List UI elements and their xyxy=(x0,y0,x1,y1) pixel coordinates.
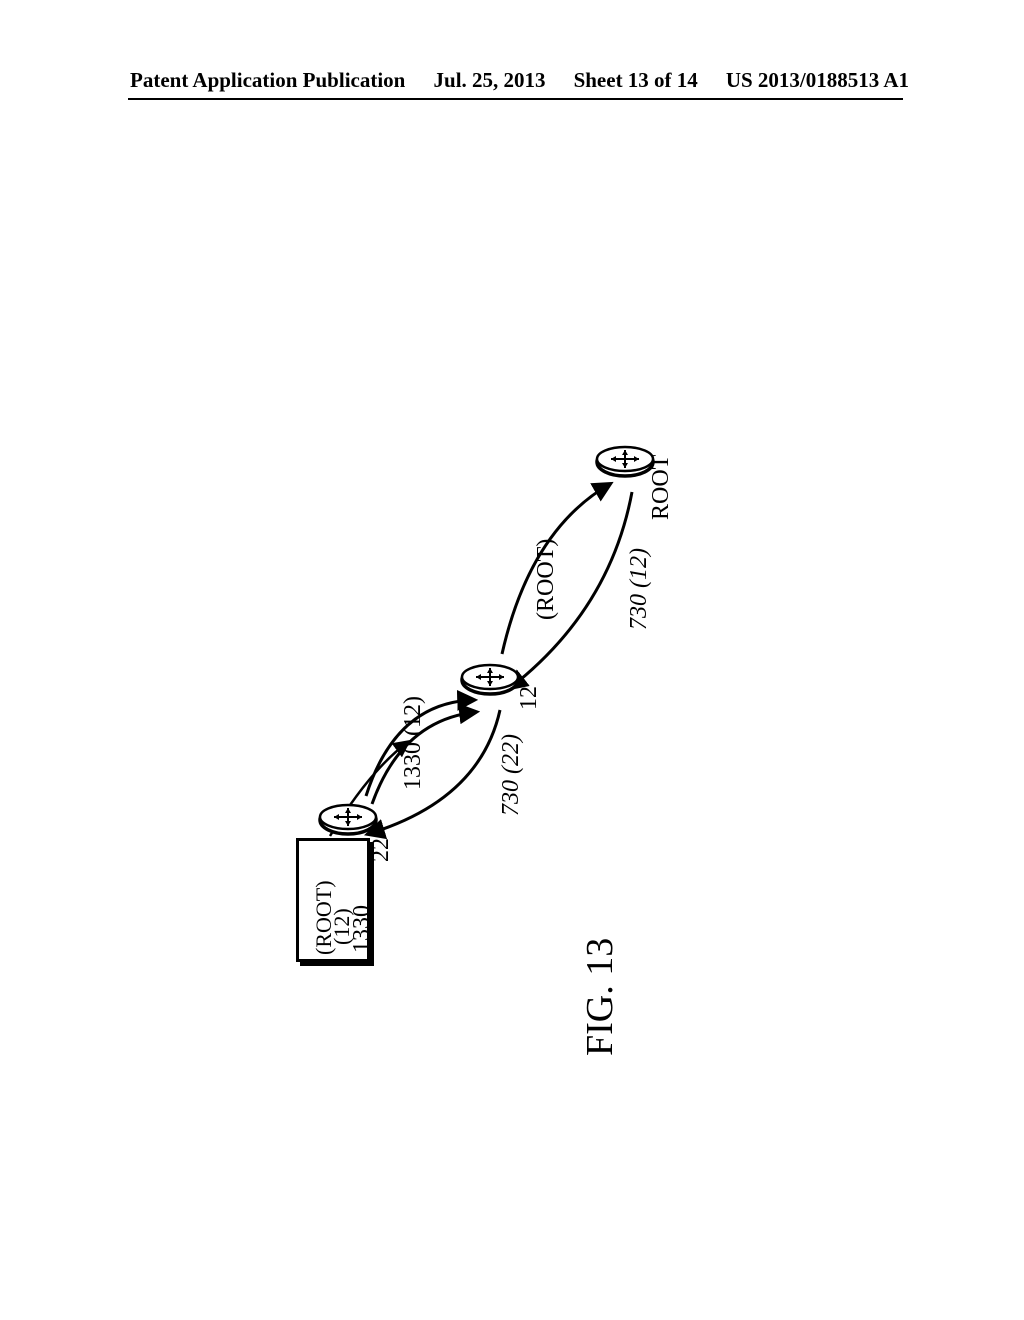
network-diagram xyxy=(0,0,1024,1320)
label-edge-root-upper: (ROOT) xyxy=(533,539,560,620)
edge-root-to-12 xyxy=(510,492,632,688)
info-box-1330: 1330 (12) (ROOT) xyxy=(296,838,370,962)
label-node-22: 22 xyxy=(368,838,395,862)
label-edge-1330-12: 1330 (12) xyxy=(400,696,427,790)
label-edge-730-22: 730 (22) xyxy=(498,734,525,816)
router-icon xyxy=(597,447,653,476)
page: Patent Application Publication Jul. 25, … xyxy=(0,0,1024,1320)
info-box-line3: (ROOT) xyxy=(311,880,336,955)
label-node-root: ROOT xyxy=(648,455,675,520)
router-icon xyxy=(320,805,376,834)
label-edge-730-12: 730 (12) xyxy=(626,548,653,630)
router-icon xyxy=(462,665,518,694)
figure-caption: FIG. 13 xyxy=(578,938,622,1056)
label-node-12: 12 xyxy=(516,686,543,710)
